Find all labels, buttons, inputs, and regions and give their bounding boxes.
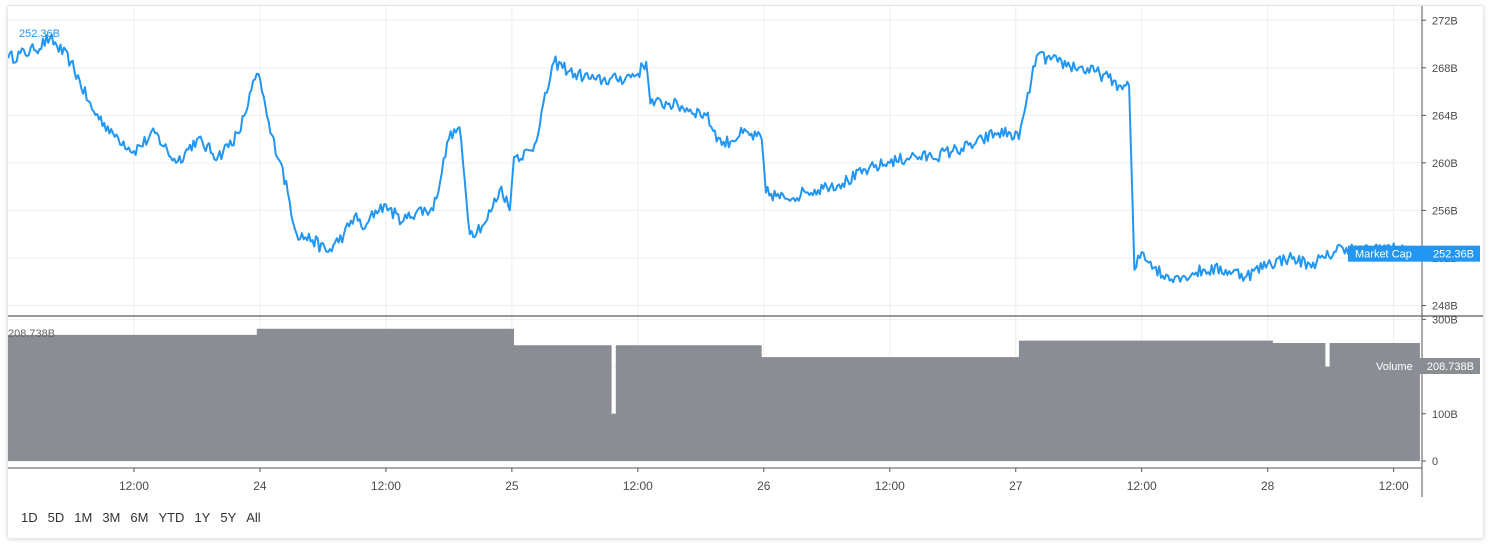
- y-tick-label: 300B: [1432, 314, 1458, 326]
- range-5y-button[interactable]: 5Y: [215, 510, 241, 526]
- volume-price-tag: Volume 208.738B: [1369, 358, 1480, 374]
- x-tick-label: 12:00: [1127, 479, 1157, 493]
- volume-area: [8, 328, 1420, 461]
- market-cap-line: [8, 33, 1421, 284]
- market-cap-price-tag: Market Cap 252.36B: [1348, 245, 1480, 262]
- x-tick-label: 12:00: [119, 479, 149, 493]
- range-3m-button[interactable]: 3M: [97, 510, 125, 526]
- y-tick-label: 268B: [1432, 63, 1458, 75]
- volume-tag-name: Volume: [1376, 361, 1413, 373]
- market-cap-tag-value: 252.36B: [1433, 249, 1474, 261]
- range-1y-button[interactable]: 1Y: [189, 510, 215, 526]
- x-tick-label: 12:00: [623, 479, 653, 493]
- y-tick-label: 260B: [1432, 158, 1458, 170]
- x-tick-label: 28: [1261, 479, 1275, 493]
- x-tick-label: 12:00: [875, 479, 905, 493]
- range-6m-button[interactable]: 6M: [125, 510, 153, 526]
- range-1m-button[interactable]: 1M: [69, 510, 97, 526]
- x-tick-label: 12:00: [371, 479, 401, 493]
- chart-canvas[interactable]: 272B268B264B260B256B252B248B300B200B100B…: [8, 6, 1483, 538]
- range-1d-button[interactable]: 1D: [16, 510, 43, 526]
- y-tick-label: 248B: [1432, 300, 1458, 312]
- x-tick-label: 27: [1009, 479, 1023, 493]
- y-tick-label: 264B: [1432, 110, 1458, 122]
- volume-tag-value: 208.738B: [1427, 361, 1474, 373]
- y-tick-label: 272B: [1432, 15, 1458, 27]
- x-tick-label: 26: [757, 479, 771, 493]
- y-tick-label: 256B: [1432, 205, 1458, 217]
- range-all-button[interactable]: All: [241, 510, 265, 526]
- market-cap-tag-name: Market Cap: [1355, 249, 1412, 261]
- volume-readout: 208.738B: [8, 328, 55, 340]
- y-tick-label: 0: [1432, 456, 1438, 468]
- range-5d-button[interactable]: 5D: [43, 510, 70, 526]
- x-tick-label: 24: [253, 479, 267, 493]
- x-tick-label: 25: [505, 479, 519, 493]
- chart-widget: 272B268B264B260B256B252B248B300B200B100B…: [7, 5, 1484, 539]
- y-tick-label: 100B: [1432, 409, 1458, 421]
- range-ytd-button[interactable]: YTD: [153, 510, 189, 526]
- x-tick-label: 12:00: [1379, 479, 1409, 493]
- market-cap-readout: 252.36B: [19, 28, 60, 40]
- range-selector: 1D 5D 1M 3M 6M YTD 1Y 5Y All: [16, 510, 266, 526]
